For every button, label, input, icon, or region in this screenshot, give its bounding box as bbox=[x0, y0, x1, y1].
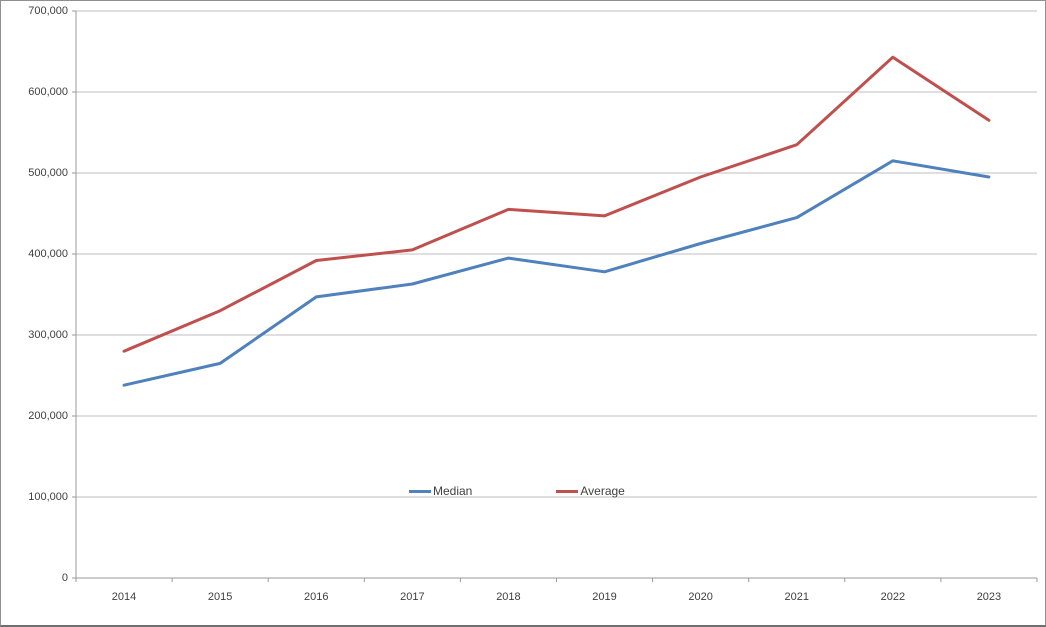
x-axis-tick-label: 2014 bbox=[111, 591, 137, 603]
y-axis-tick-label: 500,000 bbox=[28, 167, 68, 179]
x-axis-tick-label: 2017 bbox=[400, 591, 425, 603]
y-axis-tick-label: 700,000 bbox=[28, 5, 68, 17]
y-axis-tick-label: 300,000 bbox=[28, 329, 68, 341]
x-axis-tick-label: 2023 bbox=[976, 591, 1002, 603]
x-axis-tick-label: 2016 bbox=[304, 591, 329, 603]
median-series-line[interactable] bbox=[122, 159, 991, 387]
legend-item-median[interactable]: Median bbox=[409, 484, 472, 499]
y-axis-tick-label: 100,000 bbox=[28, 491, 68, 503]
legend-label-median: Median bbox=[433, 484, 473, 498]
x-axis-tick-label: 2018 bbox=[496, 591, 521, 603]
average-series-line[interactable] bbox=[122, 55, 991, 353]
chart-legend: Median Average bbox=[409, 484, 625, 499]
legend-item-average[interactable]: Average bbox=[556, 484, 625, 499]
x-axis-tick-label: 2015 bbox=[207, 591, 233, 603]
y-axis-tick-label: 0 bbox=[61, 572, 68, 584]
average-line-swatch-icon bbox=[556, 490, 579, 493]
y-axis-tick-label: 600,000 bbox=[28, 86, 68, 98]
x-axis-tick-label: 2020 bbox=[688, 591, 713, 603]
x-axis-tick-label: 2019 bbox=[592, 591, 617, 603]
median-line-swatch-icon bbox=[409, 490, 431, 493]
x-axis-tick-label: 2022 bbox=[880, 591, 906, 603]
legend-label-average: Average bbox=[580, 484, 625, 498]
x-axis-tick-label: 2021 bbox=[784, 591, 809, 603]
y-axis-tick-label: 400,000 bbox=[28, 248, 68, 260]
y-axis-tick-label: 200,000 bbox=[28, 410, 68, 422]
